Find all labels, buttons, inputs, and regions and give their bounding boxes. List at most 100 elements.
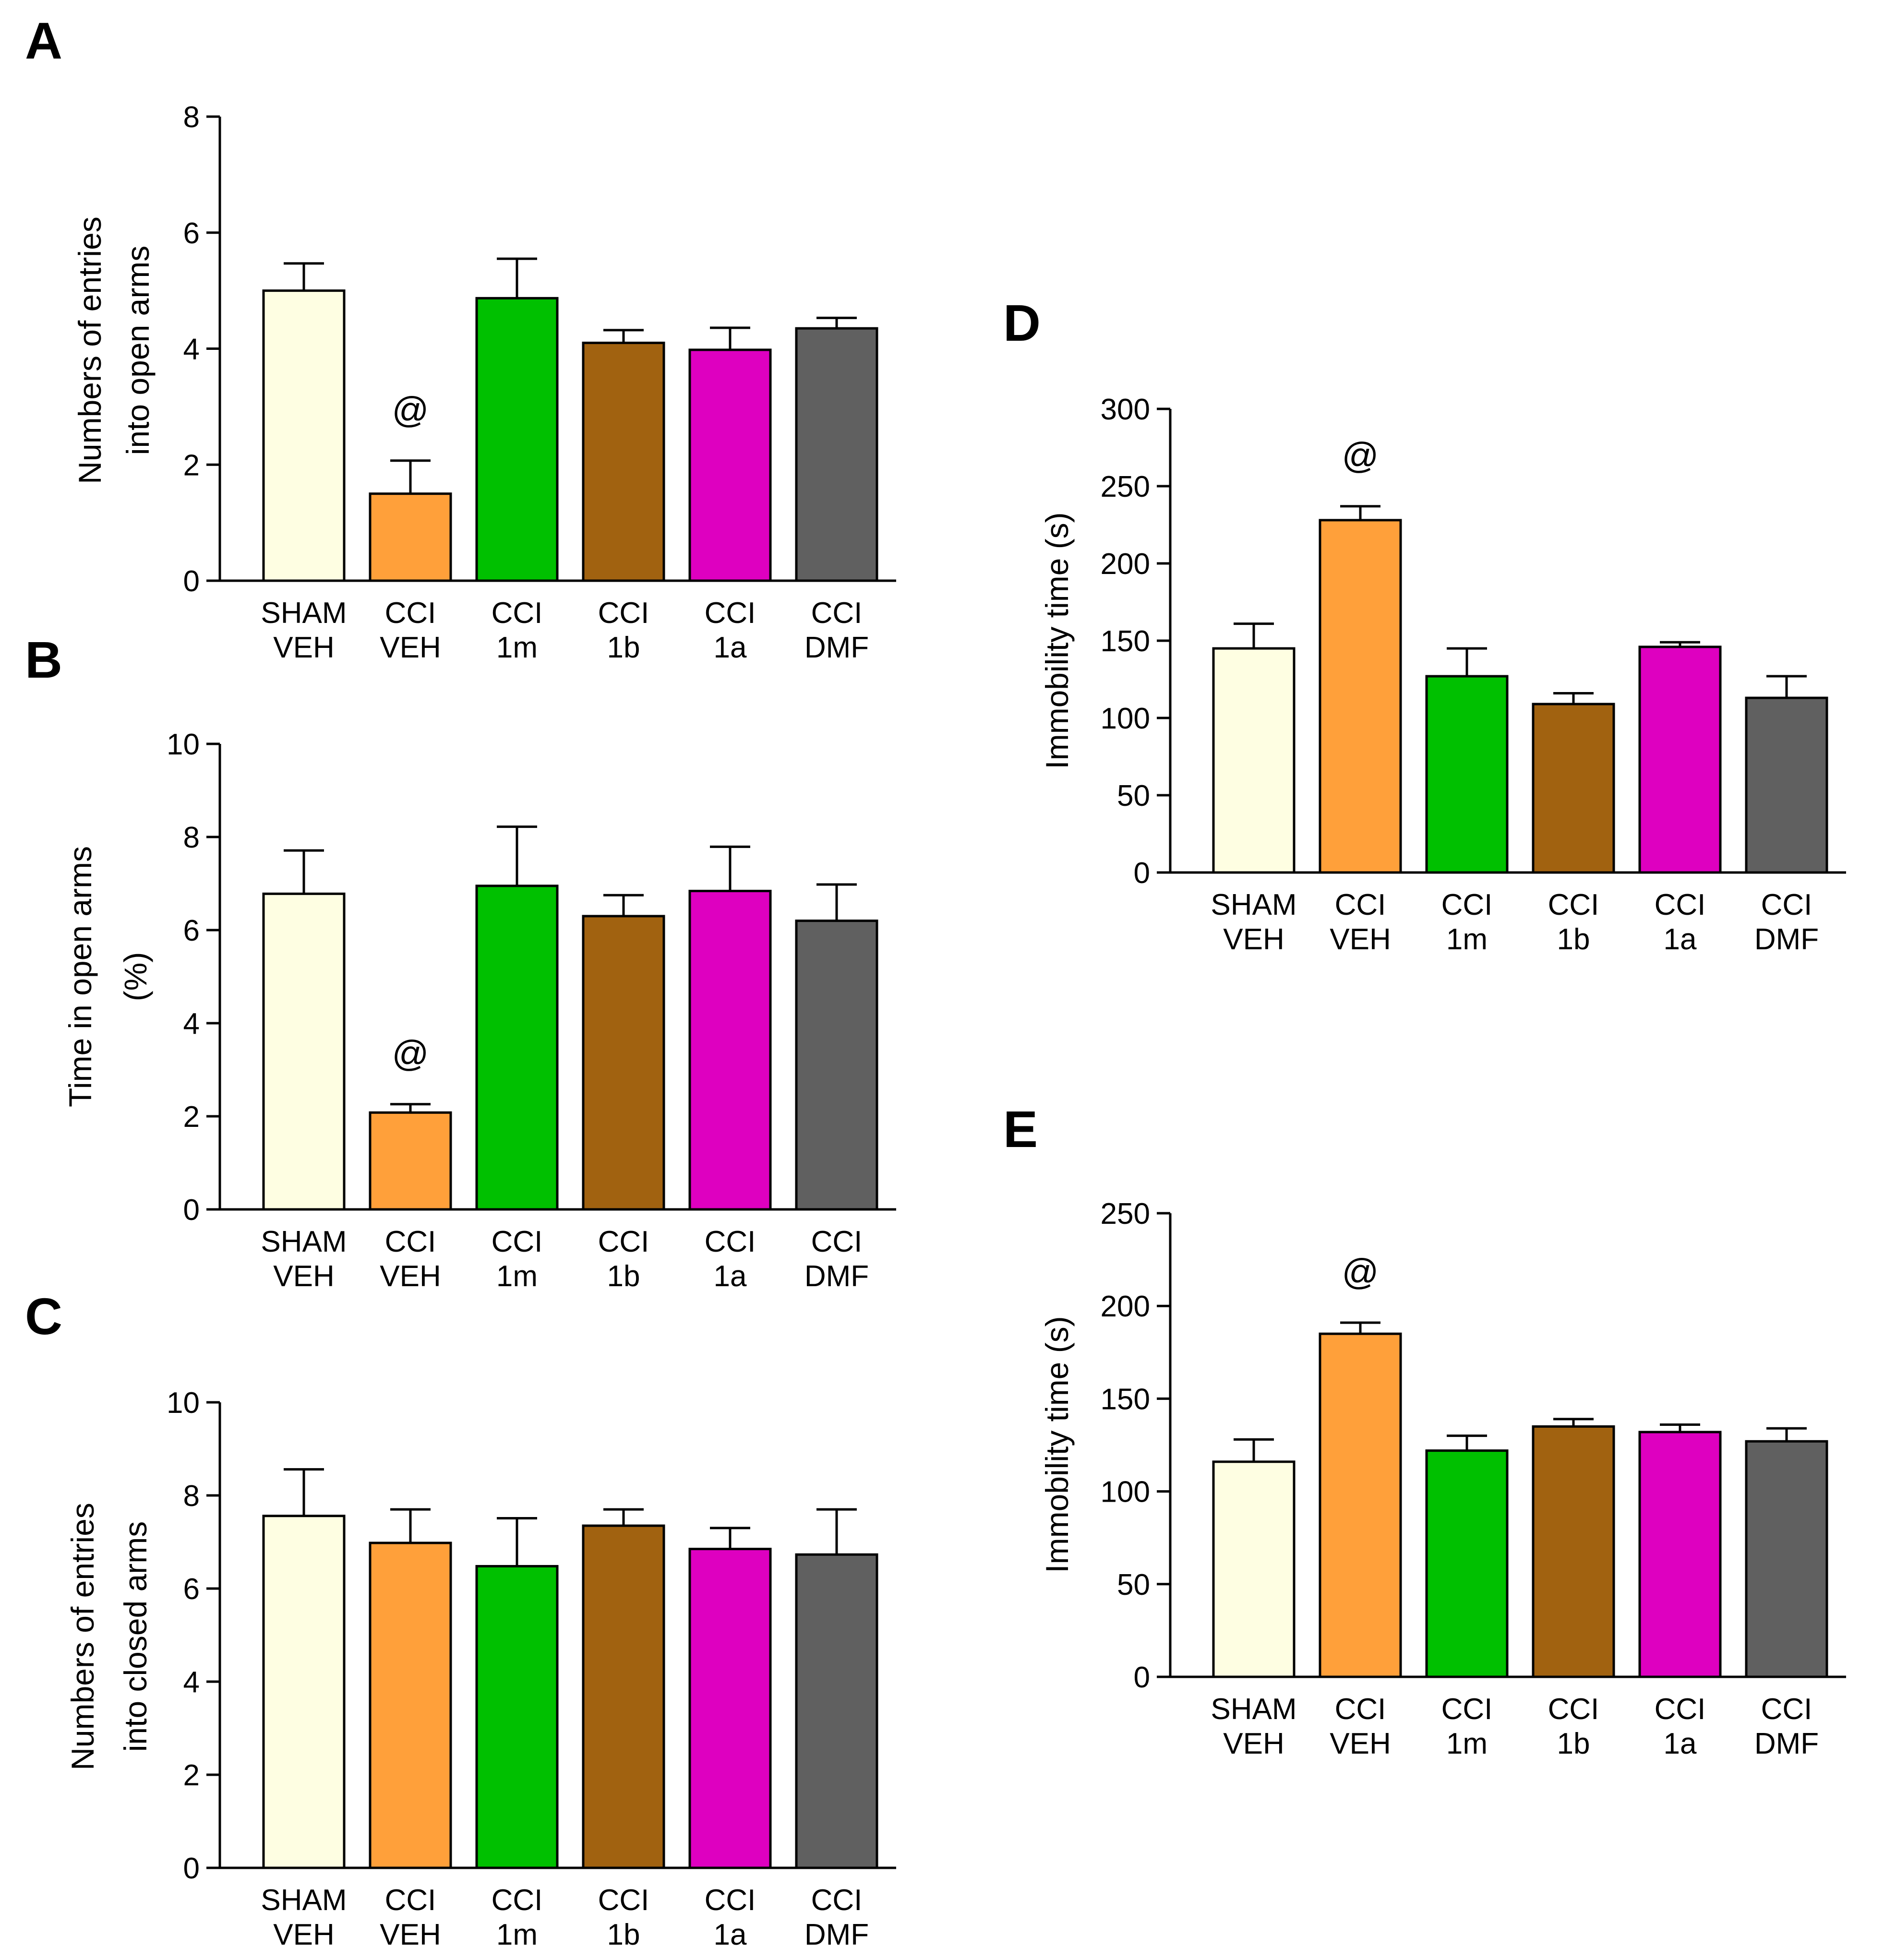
y-tick-label-a: 0 xyxy=(183,565,200,598)
y-tick-label-b: 4 xyxy=(183,1007,200,1040)
x-tick-label-a: 1a xyxy=(714,631,747,664)
y-axis-label-b: Time in open arms xyxy=(62,846,98,1107)
x-tick-label-d: 1a xyxy=(1664,923,1697,956)
panel-a: A 0 2 4 6 8 Numbers of entries into open arms SH… xyxy=(25,12,896,664)
y-axis-label-c: into closed arms xyxy=(118,1521,153,1752)
panel-letter-a: A xyxy=(25,12,62,70)
x-tick-label-e: 1m xyxy=(1446,1727,1488,1760)
x-tick-label-d: CCI xyxy=(1441,888,1493,921)
x-tick-label-e: CCI xyxy=(1761,1693,1812,1726)
y-tick-label-d: 300 xyxy=(1101,393,1150,426)
y-tick-label-b: 10 xyxy=(167,728,200,761)
x-tick-label-c: CCI xyxy=(811,1884,863,1917)
x-tick-label-b: CCI xyxy=(385,1225,436,1258)
x-tick-label-e: 1b xyxy=(1557,1727,1590,1760)
bar-a xyxy=(369,492,452,582)
bar-b xyxy=(369,1111,452,1211)
panel-letter-d: D xyxy=(1003,294,1041,352)
annotation-b: @ xyxy=(392,1033,429,1074)
bar-a xyxy=(688,348,772,582)
y-axis-label-a: into open arms xyxy=(120,246,156,455)
bar-d xyxy=(1425,675,1509,874)
bar-a xyxy=(262,289,346,582)
x-tick-label-a: SHAM xyxy=(261,597,347,630)
x-tick-label-d: DMF xyxy=(1754,923,1819,956)
y-tick-label-c: 4 xyxy=(183,1666,200,1699)
x-tick-label-d: 1b xyxy=(1557,923,1590,956)
x-tick-label-b: 1m xyxy=(496,1260,538,1293)
bar-c xyxy=(688,1548,772,1869)
y-tick-label-e: 0 xyxy=(1134,1661,1150,1694)
x-tick-label-e: CCI xyxy=(1335,1693,1386,1726)
y-tick-label-b: 6 xyxy=(183,914,200,947)
x-tick-label-b: VEH xyxy=(273,1260,334,1293)
y-tick-label-c: 2 xyxy=(183,1759,200,1792)
x-tick-label-c: CCI xyxy=(492,1884,543,1917)
x-tick-label-b: CCI xyxy=(705,1225,756,1258)
bar-c xyxy=(262,1515,346,1869)
y-tick-label-d: 200 xyxy=(1101,548,1150,581)
panel-c: C 0 2 4 6 8 10 Numbers of entries into closed ar… xyxy=(25,1287,896,1951)
x-tick-label-a: 1m xyxy=(496,631,538,664)
y-axis-label-c: Numbers of entries xyxy=(65,1503,100,1770)
bar-d xyxy=(1532,703,1615,874)
y-tick-label-a: 2 xyxy=(183,449,200,482)
bar-b xyxy=(475,884,559,1211)
x-tick-label-c: DMF xyxy=(804,1918,869,1951)
x-tick-label-b: DMF xyxy=(804,1260,869,1293)
bar-c xyxy=(369,1542,452,1869)
bar-a xyxy=(582,341,665,582)
bar-b xyxy=(795,920,878,1211)
x-tick-label-d: CCI xyxy=(1335,888,1386,921)
x-tick-label-a: CCI xyxy=(492,597,543,630)
x-tick-label-a: CCI xyxy=(598,597,649,630)
y-tick-label-e: 100 xyxy=(1101,1476,1150,1509)
bar-d xyxy=(1319,519,1402,874)
y-tick-label-c: 0 xyxy=(183,1852,200,1885)
y-tick-label-d: 100 xyxy=(1101,702,1150,735)
x-tick-label-b: 1b xyxy=(607,1260,640,1293)
x-tick-label-e: 1a xyxy=(1664,1727,1697,1760)
x-tick-label-a: CCI xyxy=(385,597,436,630)
x-tick-label-d: VEH xyxy=(1330,923,1391,956)
y-tick-label-c: 10 xyxy=(167,1386,200,1420)
x-tick-label-c: CCI xyxy=(385,1884,436,1917)
x-tick-label-c: 1m xyxy=(496,1918,538,1951)
x-tick-label-d: 1m xyxy=(1446,923,1488,956)
x-tick-label-e: DMF xyxy=(1754,1727,1819,1760)
x-tick-label-c: 1b xyxy=(607,1918,640,1951)
y-tick-label-a: 6 xyxy=(183,217,200,250)
y-tick-label-a: 4 xyxy=(183,333,200,366)
panel-letter-c: C xyxy=(25,1287,62,1345)
y-tick-label-e: 50 xyxy=(1117,1568,1150,1601)
y-tick-label-d: 0 xyxy=(1134,857,1150,890)
bar-d xyxy=(1212,647,1296,874)
y-tick-label-c: 6 xyxy=(183,1573,200,1606)
bar-e xyxy=(1745,1440,1828,1678)
bar-e xyxy=(1532,1425,1615,1678)
x-tick-label-e: VEH xyxy=(1330,1727,1391,1760)
y-axis-label-d: Immobility time (s) xyxy=(1039,512,1075,769)
annotation-e: @ xyxy=(1342,1252,1379,1292)
x-tick-label-a: VEH xyxy=(380,631,441,664)
bar-e xyxy=(1212,1460,1296,1678)
x-tick-label-b: SHAM xyxy=(261,1225,347,1258)
x-tick-label-d: VEH xyxy=(1223,923,1284,956)
bar-c xyxy=(795,1553,878,1869)
bar-e xyxy=(1638,1431,1722,1678)
bar-b xyxy=(582,915,665,1211)
y-tick-label-b: 8 xyxy=(183,821,200,854)
x-tick-label-d: CCI xyxy=(1761,888,1812,921)
x-tick-label-b: CCI xyxy=(492,1225,543,1258)
x-tick-label-d: CCI xyxy=(1548,888,1599,921)
x-tick-label-c: SHAM xyxy=(261,1884,347,1917)
panel-letter-e: E xyxy=(1003,1100,1038,1158)
x-tick-label-b: VEH xyxy=(380,1260,441,1293)
x-tick-label-d: SHAM xyxy=(1211,888,1296,921)
x-tick-label-c: CCI xyxy=(598,1884,649,1917)
y-axis-label-b: (%) xyxy=(118,952,153,1002)
